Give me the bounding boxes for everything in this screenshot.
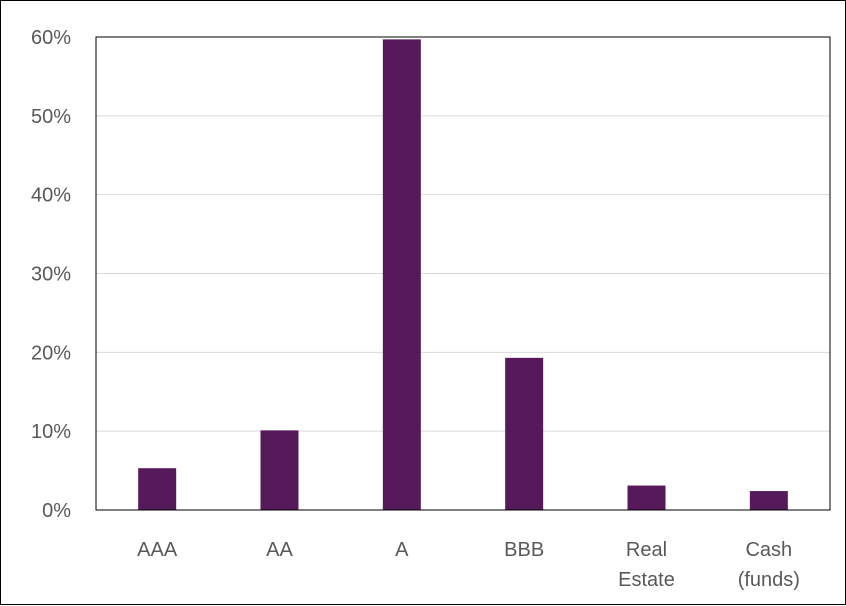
- x-category-label: BBB: [504, 539, 544, 561]
- x-category-label-line: Cash: [745, 539, 792, 561]
- y-tick-label: 60%: [31, 27, 71, 49]
- x-category-label-line: (funds): [738, 569, 800, 591]
- x-category-label: AAA: [137, 539, 178, 561]
- x-category-label: A: [395, 539, 409, 561]
- y-tick-label: 30%: [31, 264, 71, 286]
- gridlines: [96, 115, 830, 432]
- x-category-label-line: AAA: [137, 539, 178, 561]
- x-category-label: Cash (funds): [738, 539, 800, 591]
- x-category-label: AA: [266, 539, 293, 561]
- y-tick-label: 10%: [31, 421, 71, 443]
- plot-area-border: [95, 36, 831, 511]
- bar: [627, 485, 666, 510]
- bar: [749, 491, 788, 510]
- y-axis-tick-labels: 0% 10% 20% 30% 40% 50% 60%: [31, 27, 71, 522]
- x-category-label-line: BBB: [504, 539, 544, 561]
- x-category-label: Real Estate: [618, 539, 675, 591]
- bars: [138, 39, 788, 511]
- x-category-label-line: Real: [626, 539, 667, 561]
- y-tick-label: 40%: [31, 185, 71, 207]
- bar: [505, 357, 544, 510]
- y-tick-label: 50%: [31, 106, 71, 128]
- x-category-label-line: AA: [266, 539, 293, 561]
- bar: [260, 430, 299, 510]
- x-category-label-line: Estate: [618, 569, 675, 591]
- x-category-label-line: A: [395, 539, 409, 561]
- bar: [138, 468, 177, 510]
- y-tick-label: 20%: [31, 342, 71, 364]
- y-tick-label: 0%: [42, 500, 71, 522]
- bar: [382, 39, 421, 511]
